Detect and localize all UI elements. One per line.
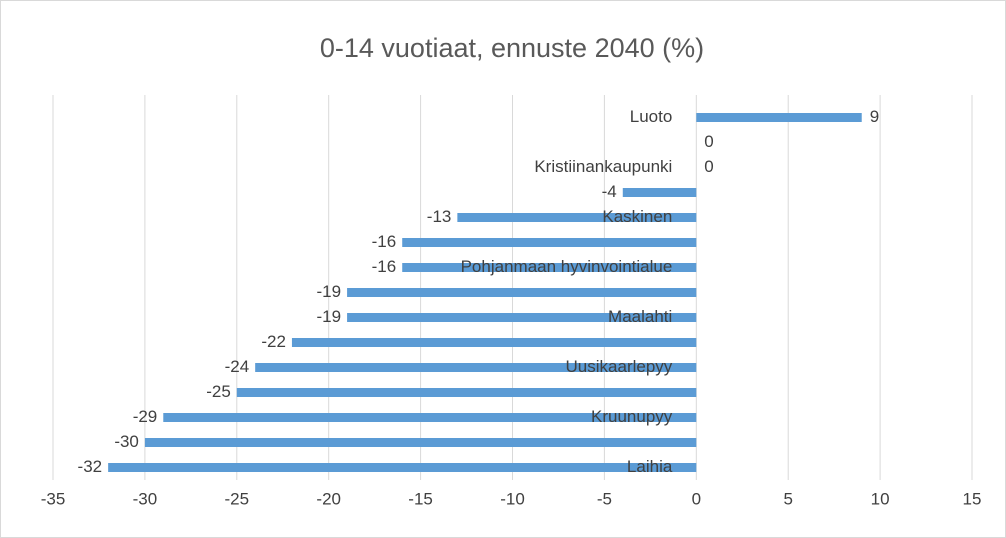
bar — [144, 438, 697, 447]
chart-title: 0-14 vuotiaat, ennuste 2040 (%) — [320, 33, 704, 63]
bar — [255, 363, 697, 372]
x-tick-label: 10 — [871, 489, 890, 508]
data-label: -22 — [261, 332, 286, 351]
x-tick-label: 15 — [963, 489, 982, 508]
data-label: 0 — [704, 157, 713, 176]
y-tick-label: Laihia — [627, 457, 673, 476]
data-label: -19 — [317, 307, 342, 326]
y-tick-label: Kruunupyy — [591, 407, 673, 426]
data-label: -4 — [602, 182, 617, 201]
x-tick-label: 0 — [692, 489, 701, 508]
data-label: -13 — [427, 207, 452, 226]
bar — [347, 313, 697, 322]
y-tick-label: Pohjanmaan hyvinvointialue — [461, 257, 673, 276]
bar — [108, 463, 697, 472]
x-tick-label: -5 — [597, 489, 612, 508]
bar — [457, 213, 697, 222]
data-label: -16 — [372, 232, 397, 251]
bar — [696, 113, 862, 122]
bar — [291, 338, 697, 347]
x-tick-label: -25 — [225, 489, 250, 508]
x-tick-label: -20 — [316, 489, 341, 508]
y-tick-label: Maalahti — [608, 307, 672, 326]
x-tick-label: -30 — [133, 489, 158, 508]
x-tick-label: -35 — [41, 489, 66, 508]
x-tick-label: -10 — [500, 489, 525, 508]
data-label: -16 — [372, 257, 397, 276]
data-label: -30 — [114, 432, 139, 451]
x-tick-label: 5 — [783, 489, 792, 508]
data-label: -25 — [206, 382, 231, 401]
data-label: 0 — [704, 132, 713, 151]
data-label: -29 — [133, 407, 158, 426]
bar — [402, 238, 697, 247]
bar — [622, 188, 697, 197]
y-tick-label: Uusikaarlepyy — [566, 357, 673, 376]
bar — [163, 413, 697, 422]
bar — [236, 388, 697, 397]
data-label: -32 — [78, 457, 103, 476]
bar — [347, 288, 697, 297]
y-tick-label: Kristiinankaupunki — [534, 157, 672, 176]
data-label: -24 — [225, 357, 250, 376]
data-label: 9 — [870, 107, 879, 126]
data-label: -19 — [317, 282, 342, 301]
y-tick-label: Luoto — [630, 107, 673, 126]
y-tick-label: Kaskinen — [602, 207, 672, 226]
bar — [402, 263, 697, 272]
x-tick-label: -15 — [408, 489, 433, 508]
